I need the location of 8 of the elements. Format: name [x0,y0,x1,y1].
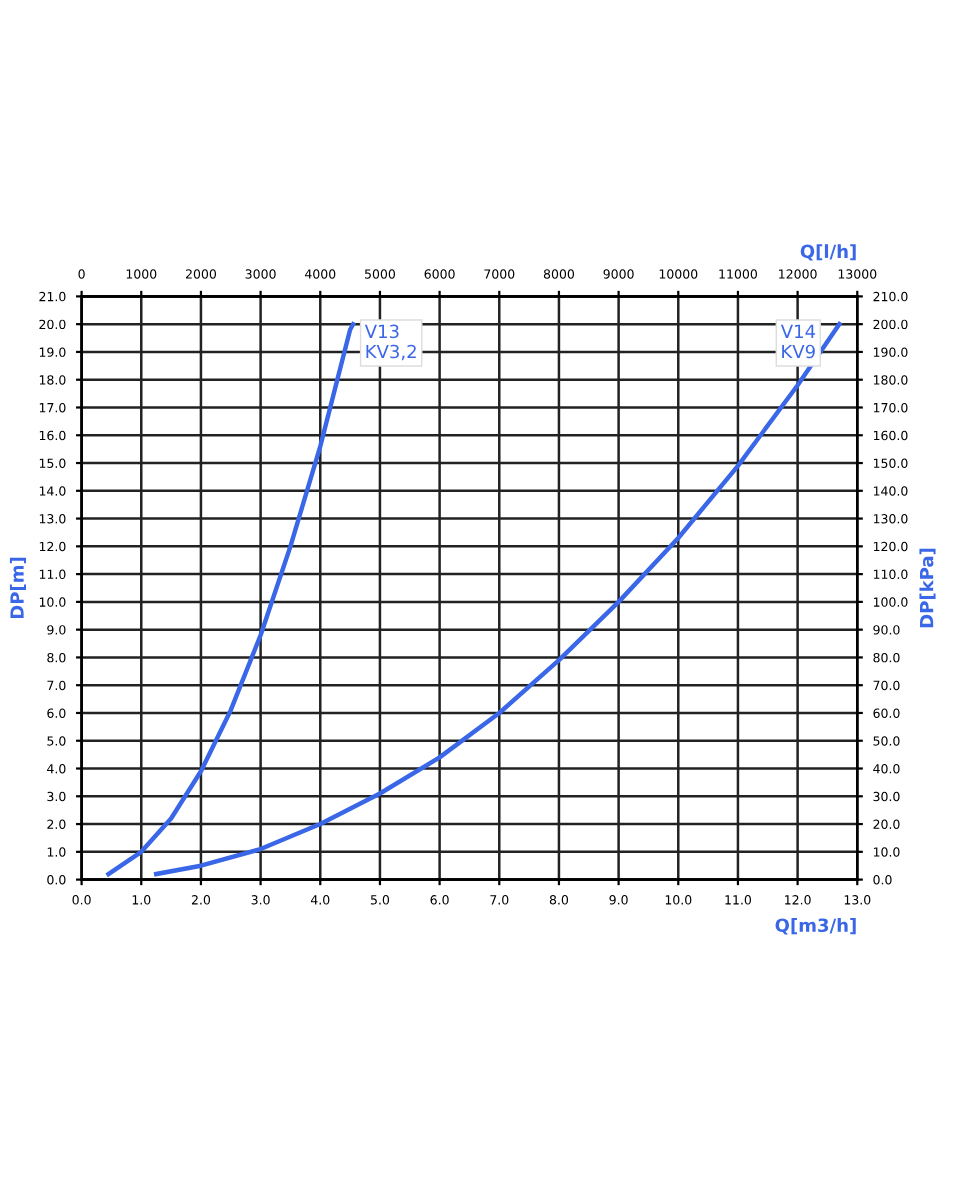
series-label: V13 KV3,2 [364,324,416,361]
y2-axis-title: DP[kPa] [919,548,936,628]
y-axis-title: DP[m] [9,557,27,619]
series-label: V14 KV9 [780,324,816,359]
line-series [106,321,356,877]
x-axis-title: Q[m3/h] [775,918,856,935]
x2-axis-title: Q[l/h] [800,244,856,261]
line-series [153,321,842,877]
